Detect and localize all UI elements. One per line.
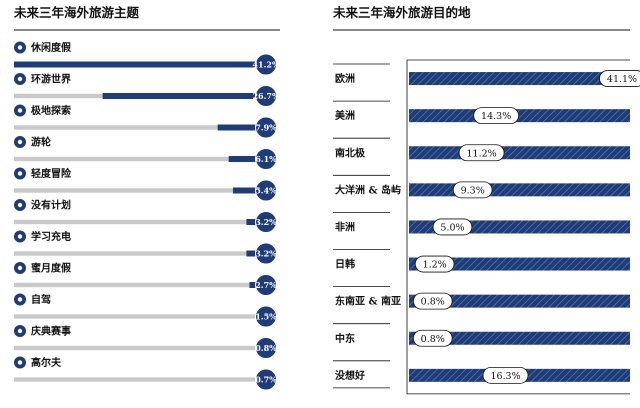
theme-value-badge [255, 179, 277, 202]
theme-value-label: 41.2% [252, 60, 279, 70]
theme-value-badge [255, 337, 277, 359]
theme-value-label: 5.4% [255, 186, 277, 196]
theme-value-label: 0.7% [255, 375, 277, 385]
destination-value-label: 1.2% [423, 260, 447, 271]
destination-label: 欧洲 [335, 72, 355, 85]
theme-label: 高尔夫 [31, 356, 62, 369]
destination-value-label: 5.0% [440, 222, 464, 233]
theme-bar [232, 187, 266, 194]
destination-value-label: 11.2% [466, 148, 496, 159]
destination-value-label: 14.3% [481, 111, 511, 122]
destination-value-pill [599, 70, 640, 87]
destination-label: 美洲 [335, 109, 355, 122]
destination-value-pill [414, 255, 455, 273]
theme-value-badge [255, 53, 277, 76]
theme-value-label: 3.2% [255, 217, 277, 227]
theme-label: 庆典赛事 [30, 325, 71, 338]
theme-track [14, 188, 266, 193]
theme-track [14, 156, 266, 162]
theme-track [14, 314, 266, 319]
theme-value-label: 1.5% [255, 312, 277, 322]
theme-track [14, 377, 266, 382]
destination-bar [409, 72, 630, 86]
destination-bar [409, 109, 630, 123]
theme-bar [228, 156, 266, 162]
theme-track [14, 219, 266, 225]
theme-track [14, 345, 266, 351]
destination-value-pill [458, 144, 505, 162]
theme-bar [217, 124, 266, 131]
destination-label: 东南亚 & 南亚 [335, 295, 401, 308]
theme-value-badge [255, 148, 277, 170]
destination-value-pill [452, 181, 493, 199]
destination-label: 非洲 [335, 220, 355, 233]
theme-label: 自驾 [31, 293, 51, 306]
theme-track [14, 282, 266, 288]
destination-value-pill [412, 292, 453, 310]
theme-label: 环游世界 [31, 73, 71, 86]
theme-label: 游轮 [31, 136, 51, 149]
theme-value-label: 26.7% [252, 91, 279, 101]
destination-value-label: 41.1% [607, 74, 637, 85]
theme-label: 轻度冒险 [31, 167, 72, 180]
destination-value-pill [412, 329, 453, 347]
theme-value-badge [255, 116, 277, 139]
theme-value-label: 6.1% [255, 154, 277, 164]
theme-track [14, 251, 266, 256]
destination-label: 南北极 [335, 146, 366, 159]
destination-value-label: 16.3% [490, 371, 520, 382]
theme-bar [102, 93, 266, 99]
theme-value-badge [255, 274, 277, 296]
destination-value-pill [432, 218, 473, 236]
theme-label: 休闲度假 [30, 41, 72, 54]
destination-bar [409, 183, 630, 197]
theme-value-badge [255, 368, 277, 391]
theme-label: 没有计划 [31, 199, 71, 212]
theme-label: 极地探索 [31, 104, 71, 117]
destination-value-pill [473, 107, 520, 125]
destination-value-label: 0.8% [421, 334, 445, 345]
theme-value-label: 7.9% [255, 123, 277, 133]
destination-label: 中东 [335, 332, 355, 345]
theme-label: 学习充电 [31, 230, 71, 243]
destination-bar [409, 257, 630, 271]
left-chart-title: 未来三年海外旅游主题 [13, 5, 140, 20]
destination-value-pill [482, 366, 529, 384]
theme-value-badge [255, 211, 277, 233]
theme-track [14, 125, 266, 130]
theme-value-badge [255, 242, 277, 265]
destination-bar [409, 294, 630, 308]
destination-value-label: 9.3% [461, 185, 485, 196]
right-chart-title: 未来三年海外旅游目的地 [332, 5, 471, 20]
destination-bar [409, 146, 630, 160]
theme-value-badge [255, 85, 277, 107]
destination-label: 大洋洲 & 岛屿 [335, 183, 401, 196]
destination-value-label: 0.8% [421, 297, 445, 308]
theme-value-label: 0.8% [255, 343, 277, 353]
theme-bar [14, 61, 266, 68]
theme-label: 蜜月度假 [31, 262, 72, 275]
theme-value-badge [255, 305, 277, 328]
theme-value-label: 2.7% [255, 280, 277, 290]
destination-label: 没想好 [335, 369, 365, 382]
theme-value-label: 3.2% [255, 249, 277, 259]
destination-bar [409, 331, 630, 345]
destination-label: 日韩 [335, 258, 355, 271]
